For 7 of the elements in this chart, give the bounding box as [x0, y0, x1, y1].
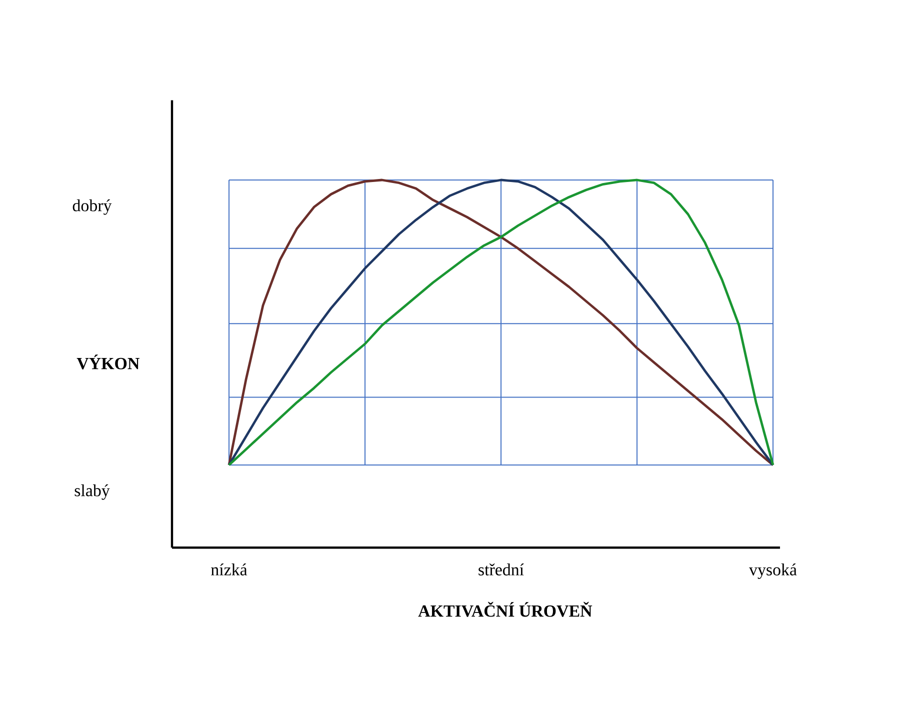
x-tick-label: nízká [211, 563, 248, 576]
text: dobrý [72, 199, 112, 215]
text: slabý [74, 484, 110, 500]
x-tick-label: vysoká [749, 563, 797, 579]
x-tick-label: střední [478, 563, 524, 576]
x-axis-title: AKTIVAČNÍ ÚROVEŇ [418, 602, 592, 617]
y-axis-title: VÝKON [76, 354, 140, 370]
